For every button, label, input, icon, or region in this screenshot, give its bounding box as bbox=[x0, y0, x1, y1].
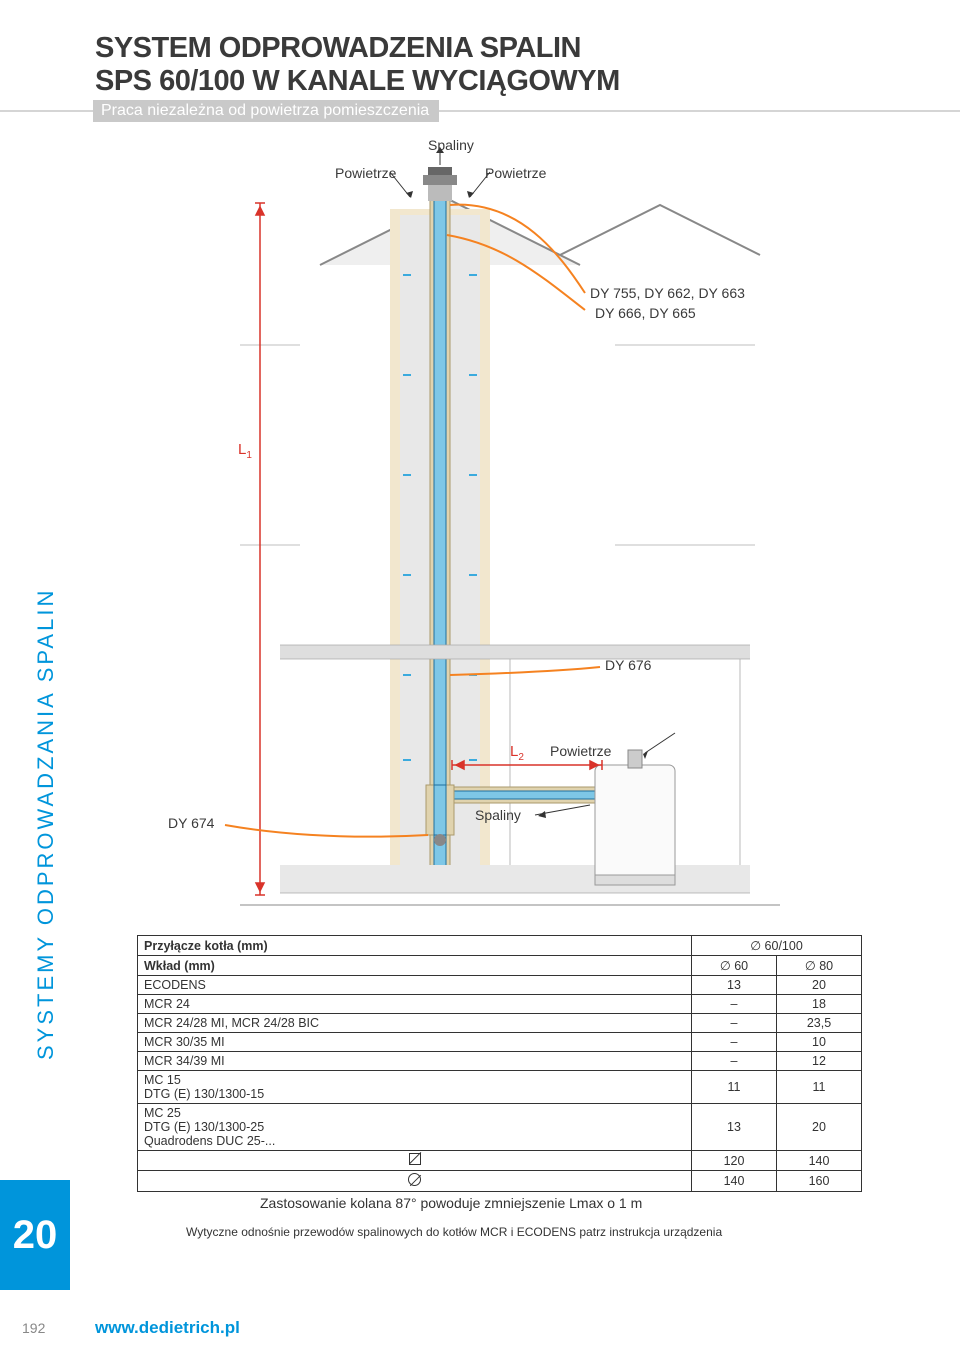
table-row: MCR 24–18 bbox=[138, 995, 862, 1014]
label-ref-top-1: DY 755, DY 662, DY 663 bbox=[590, 285, 745, 301]
table-row-sym: 120 140 bbox=[138, 1151, 862, 1171]
square-section-icon bbox=[409, 1153, 421, 1165]
table-row: MCR 30/35 MI–10 bbox=[138, 1033, 862, 1052]
side-ribbon: SYSTEMY ODPROWADZANIA SPALIN bbox=[33, 588, 59, 1060]
spec-table: Przyłącze kotła (mm) ∅ 60/100 Wkład (mm)… bbox=[137, 935, 862, 1192]
label-l2: L2 bbox=[510, 743, 524, 763]
table-row: MC 15 DTG (E) 130/1300-151111 bbox=[138, 1071, 862, 1104]
th-conn-val: ∅ 60/100 bbox=[692, 936, 862, 956]
label-spaliny-top: Spaliny bbox=[428, 137, 474, 153]
th-d80: ∅ 80 bbox=[777, 956, 862, 976]
label-spaliny-bottom: Spaliny bbox=[475, 807, 521, 823]
th-liner: Wkład (mm) bbox=[138, 956, 692, 976]
subtitle-bar: Praca niezależna od powietrza pomieszcze… bbox=[93, 100, 439, 122]
section-tab: 20 bbox=[0, 1180, 70, 1290]
table-row: ECODENS1320 bbox=[138, 976, 862, 995]
title-line2: SPS 60/100 W KANALE WYCIĄGOWYM bbox=[95, 65, 620, 98]
th-d60: ∅ 60 bbox=[692, 956, 777, 976]
flue-diagram: Spaliny Powietrze Powietrze DY 755, DY 6… bbox=[140, 145, 860, 925]
title-line1: SYSTEM ODPROWADZENIA SPALIN bbox=[95, 32, 620, 65]
label-powietrze-top-left: Powietrze bbox=[335, 165, 396, 181]
table-row-sym: 140 160 bbox=[138, 1171, 862, 1192]
note-elbow: Zastosowanie kolana 87° powoduje zmniejs… bbox=[260, 1195, 642, 1211]
label-ref-mid: DY 676 bbox=[605, 657, 651, 673]
label-powietrze-top-right: Powietrze bbox=[485, 165, 546, 181]
page-number: 192 bbox=[22, 1320, 45, 1336]
round-section-icon bbox=[408, 1173, 421, 1186]
table-row: MCR 24/28 MI, MCR 24/28 BIC–23,5 bbox=[138, 1014, 862, 1033]
note-manual: Wytyczne odnośnie przewodów spalinowych … bbox=[186, 1225, 722, 1239]
table-row: MC 25 DTG (E) 130/1300-25 Quadrodens DUC… bbox=[138, 1104, 862, 1151]
label-powietrze-bottom: Powietrze bbox=[550, 743, 611, 759]
table-row: MCR 34/39 MI–12 bbox=[138, 1052, 862, 1071]
th-conn: Przyłącze kotła (mm) bbox=[138, 936, 692, 956]
label-l1: L1 bbox=[238, 441, 252, 461]
label-ref-left: DY 674 bbox=[168, 815, 214, 831]
footer-url: www.dedietrich.pl bbox=[95, 1318, 240, 1338]
label-ref-top-2: DY 666, DY 665 bbox=[595, 305, 696, 321]
